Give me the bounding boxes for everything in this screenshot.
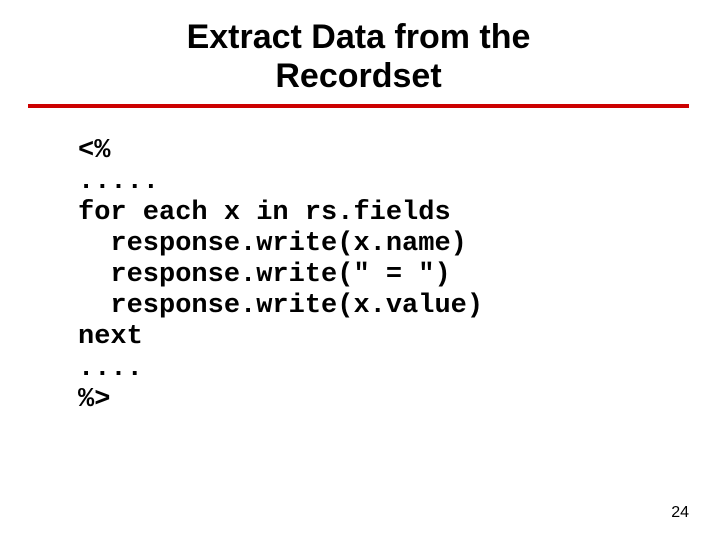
page-number: 24 [671, 504, 689, 522]
code-block: <% ..... for each x in rs.fields respons… [78, 136, 717, 415]
title-line-2: Recordset [275, 57, 441, 95]
title-line-1: Extract Data from the [187, 18, 531, 56]
slide-title-block: Extract Data from the Recordset [0, 0, 717, 104]
slide-title: Extract Data from the Recordset [0, 18, 717, 96]
title-divider [28, 104, 689, 108]
